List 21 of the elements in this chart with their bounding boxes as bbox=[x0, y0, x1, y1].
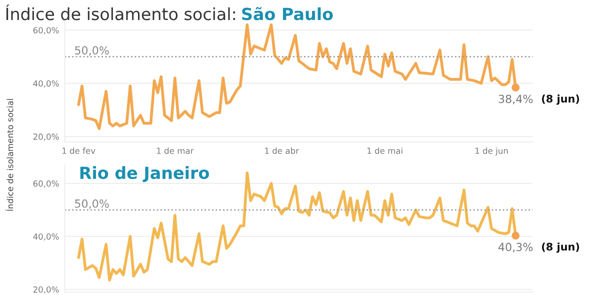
y-tick-label: 60,0% bbox=[33, 180, 59, 188]
x-tick-label: 1 de abr bbox=[265, 147, 300, 154]
chart-title: Índice de isolamento social: bbox=[6, 4, 235, 20]
x-tick-label: 1 de fev bbox=[62, 147, 96, 154]
x-tick-label: 1 de jun bbox=[475, 147, 508, 156]
y-tick-label: 20,0% bbox=[33, 134, 59, 141]
y-tick-label: 40,0% bbox=[33, 233, 59, 241]
x-tick-label: 1 de mai bbox=[367, 147, 402, 154]
chart-title: Rio de Janeiro bbox=[80, 166, 209, 182]
y-tick-label: 20,0% bbox=[33, 286, 59, 294]
y-tick-label: 60,0% bbox=[33, 27, 59, 34]
annotation: 40,3% bbox=[498, 242, 533, 252]
ref-line-label: 50,0% bbox=[75, 199, 109, 209]
text: (8 jun) bbox=[542, 94, 580, 105]
y-tick-label: 40,0% bbox=[33, 80, 59, 88]
text: (8 jun) bbox=[542, 242, 580, 253]
ref-line-label: 50,0% bbox=[75, 46, 109, 56]
x-tick-label: 1 de mar bbox=[157, 147, 194, 154]
chart-subtitle: São Paulo bbox=[242, 7, 333, 20]
y-axis-title: Índice de isolamento social bbox=[5, 99, 14, 211]
annotation: 38,4% bbox=[498, 94, 533, 104]
